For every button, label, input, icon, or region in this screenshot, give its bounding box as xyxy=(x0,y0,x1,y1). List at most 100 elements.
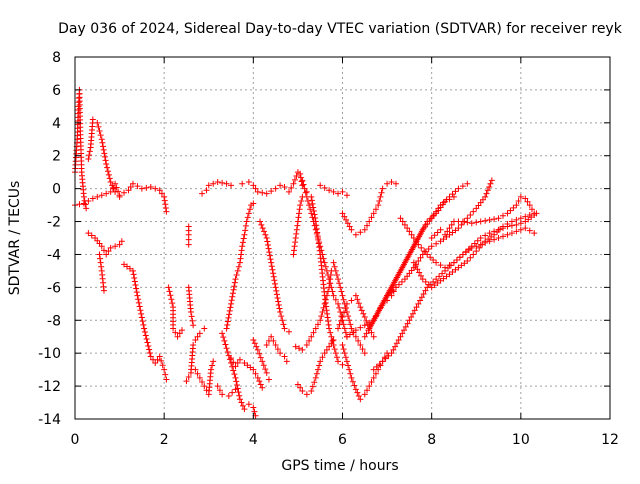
data-point xyxy=(187,309,194,316)
series-trace-22 xyxy=(286,169,306,195)
data-point xyxy=(228,300,235,307)
data-point xyxy=(314,321,321,328)
data-point xyxy=(319,309,326,316)
data-point xyxy=(81,197,88,204)
data-point xyxy=(246,206,253,213)
data-point xyxy=(107,244,114,251)
series-trace-28 xyxy=(317,182,350,199)
data-point xyxy=(229,290,236,297)
data-point xyxy=(297,174,304,181)
data-point xyxy=(491,216,498,223)
data-point xyxy=(272,185,279,192)
data-point xyxy=(158,357,165,364)
data-point xyxy=(446,193,453,200)
data-point xyxy=(146,346,153,353)
data-point xyxy=(269,266,276,273)
data-point xyxy=(274,346,281,353)
data-point xyxy=(392,343,399,350)
axis-ticks: 0 2 4 6 8 10 12 -14 -12 -10 -8 -6 -4 -2 0 2 4 6 8 xyxy=(38,50,619,448)
data-point xyxy=(341,350,348,357)
data-point xyxy=(203,187,210,194)
data-point xyxy=(376,197,383,204)
data-point xyxy=(190,341,197,348)
data-point xyxy=(517,215,524,222)
data-point xyxy=(335,358,342,365)
data-point xyxy=(227,304,234,311)
data-point xyxy=(192,337,199,344)
data-point xyxy=(229,389,236,396)
data-point xyxy=(80,193,87,200)
data-point xyxy=(408,313,415,320)
data-point xyxy=(230,286,237,293)
data-point xyxy=(348,325,355,332)
data-point xyxy=(220,334,227,341)
data-point xyxy=(143,335,150,342)
data-point xyxy=(254,188,261,195)
data-point xyxy=(185,374,192,381)
data-point xyxy=(393,276,399,283)
data-point xyxy=(340,296,347,303)
data-point xyxy=(330,259,337,266)
data-point xyxy=(346,317,353,324)
data-point xyxy=(245,210,252,217)
data-point xyxy=(382,355,389,362)
data-point xyxy=(417,272,424,279)
data-point xyxy=(96,251,103,258)
data-point xyxy=(401,327,408,334)
data-point xyxy=(290,251,297,258)
data-point xyxy=(361,313,368,320)
data-point xyxy=(414,266,421,273)
data-point xyxy=(228,182,235,189)
data-point xyxy=(131,274,138,281)
series-trace-12 xyxy=(205,179,235,189)
data-point xyxy=(376,361,383,368)
data-point xyxy=(263,369,270,376)
data-point xyxy=(358,307,365,314)
data-point xyxy=(299,388,306,395)
data-point xyxy=(94,193,101,200)
data-point xyxy=(376,305,383,312)
data-point xyxy=(477,218,484,225)
data-point xyxy=(403,256,410,263)
data-point xyxy=(366,383,373,390)
data-point xyxy=(326,343,333,350)
data-point xyxy=(467,254,474,261)
data-point xyxy=(341,325,348,332)
data-point xyxy=(233,381,240,388)
data-point xyxy=(415,258,422,265)
y-tick-label: -2 xyxy=(47,215,61,231)
data-point xyxy=(250,182,257,189)
data-point xyxy=(319,354,326,361)
data-point xyxy=(528,206,535,213)
data-point xyxy=(433,259,440,266)
data-point xyxy=(275,301,282,308)
data-point xyxy=(121,189,128,196)
series-trace-07 xyxy=(165,284,185,340)
data-point xyxy=(232,363,239,370)
data-point xyxy=(398,266,405,273)
data-point xyxy=(112,188,119,195)
data-point xyxy=(229,293,236,300)
data-point xyxy=(355,392,362,399)
data-point xyxy=(275,298,282,305)
series-trace-14 xyxy=(219,330,259,419)
data-point xyxy=(513,216,520,223)
data-point xyxy=(104,168,111,175)
data-point xyxy=(400,262,407,269)
data-point xyxy=(337,284,344,291)
data-point xyxy=(479,241,486,248)
data-point xyxy=(295,214,302,221)
data-point xyxy=(265,376,272,383)
data-point xyxy=(296,206,303,213)
data-point xyxy=(143,184,150,191)
data-point xyxy=(387,289,394,296)
data-point xyxy=(226,356,233,363)
chart-title: Day 036 of 2024, Sidereal Day-to-day VTE… xyxy=(58,21,623,37)
data-point xyxy=(333,272,340,279)
data-point xyxy=(399,330,406,337)
data-point xyxy=(339,361,346,368)
data-point xyxy=(517,193,524,200)
data-point xyxy=(348,374,355,381)
y-tick-label: -10 xyxy=(38,346,61,362)
data-point xyxy=(199,378,206,385)
